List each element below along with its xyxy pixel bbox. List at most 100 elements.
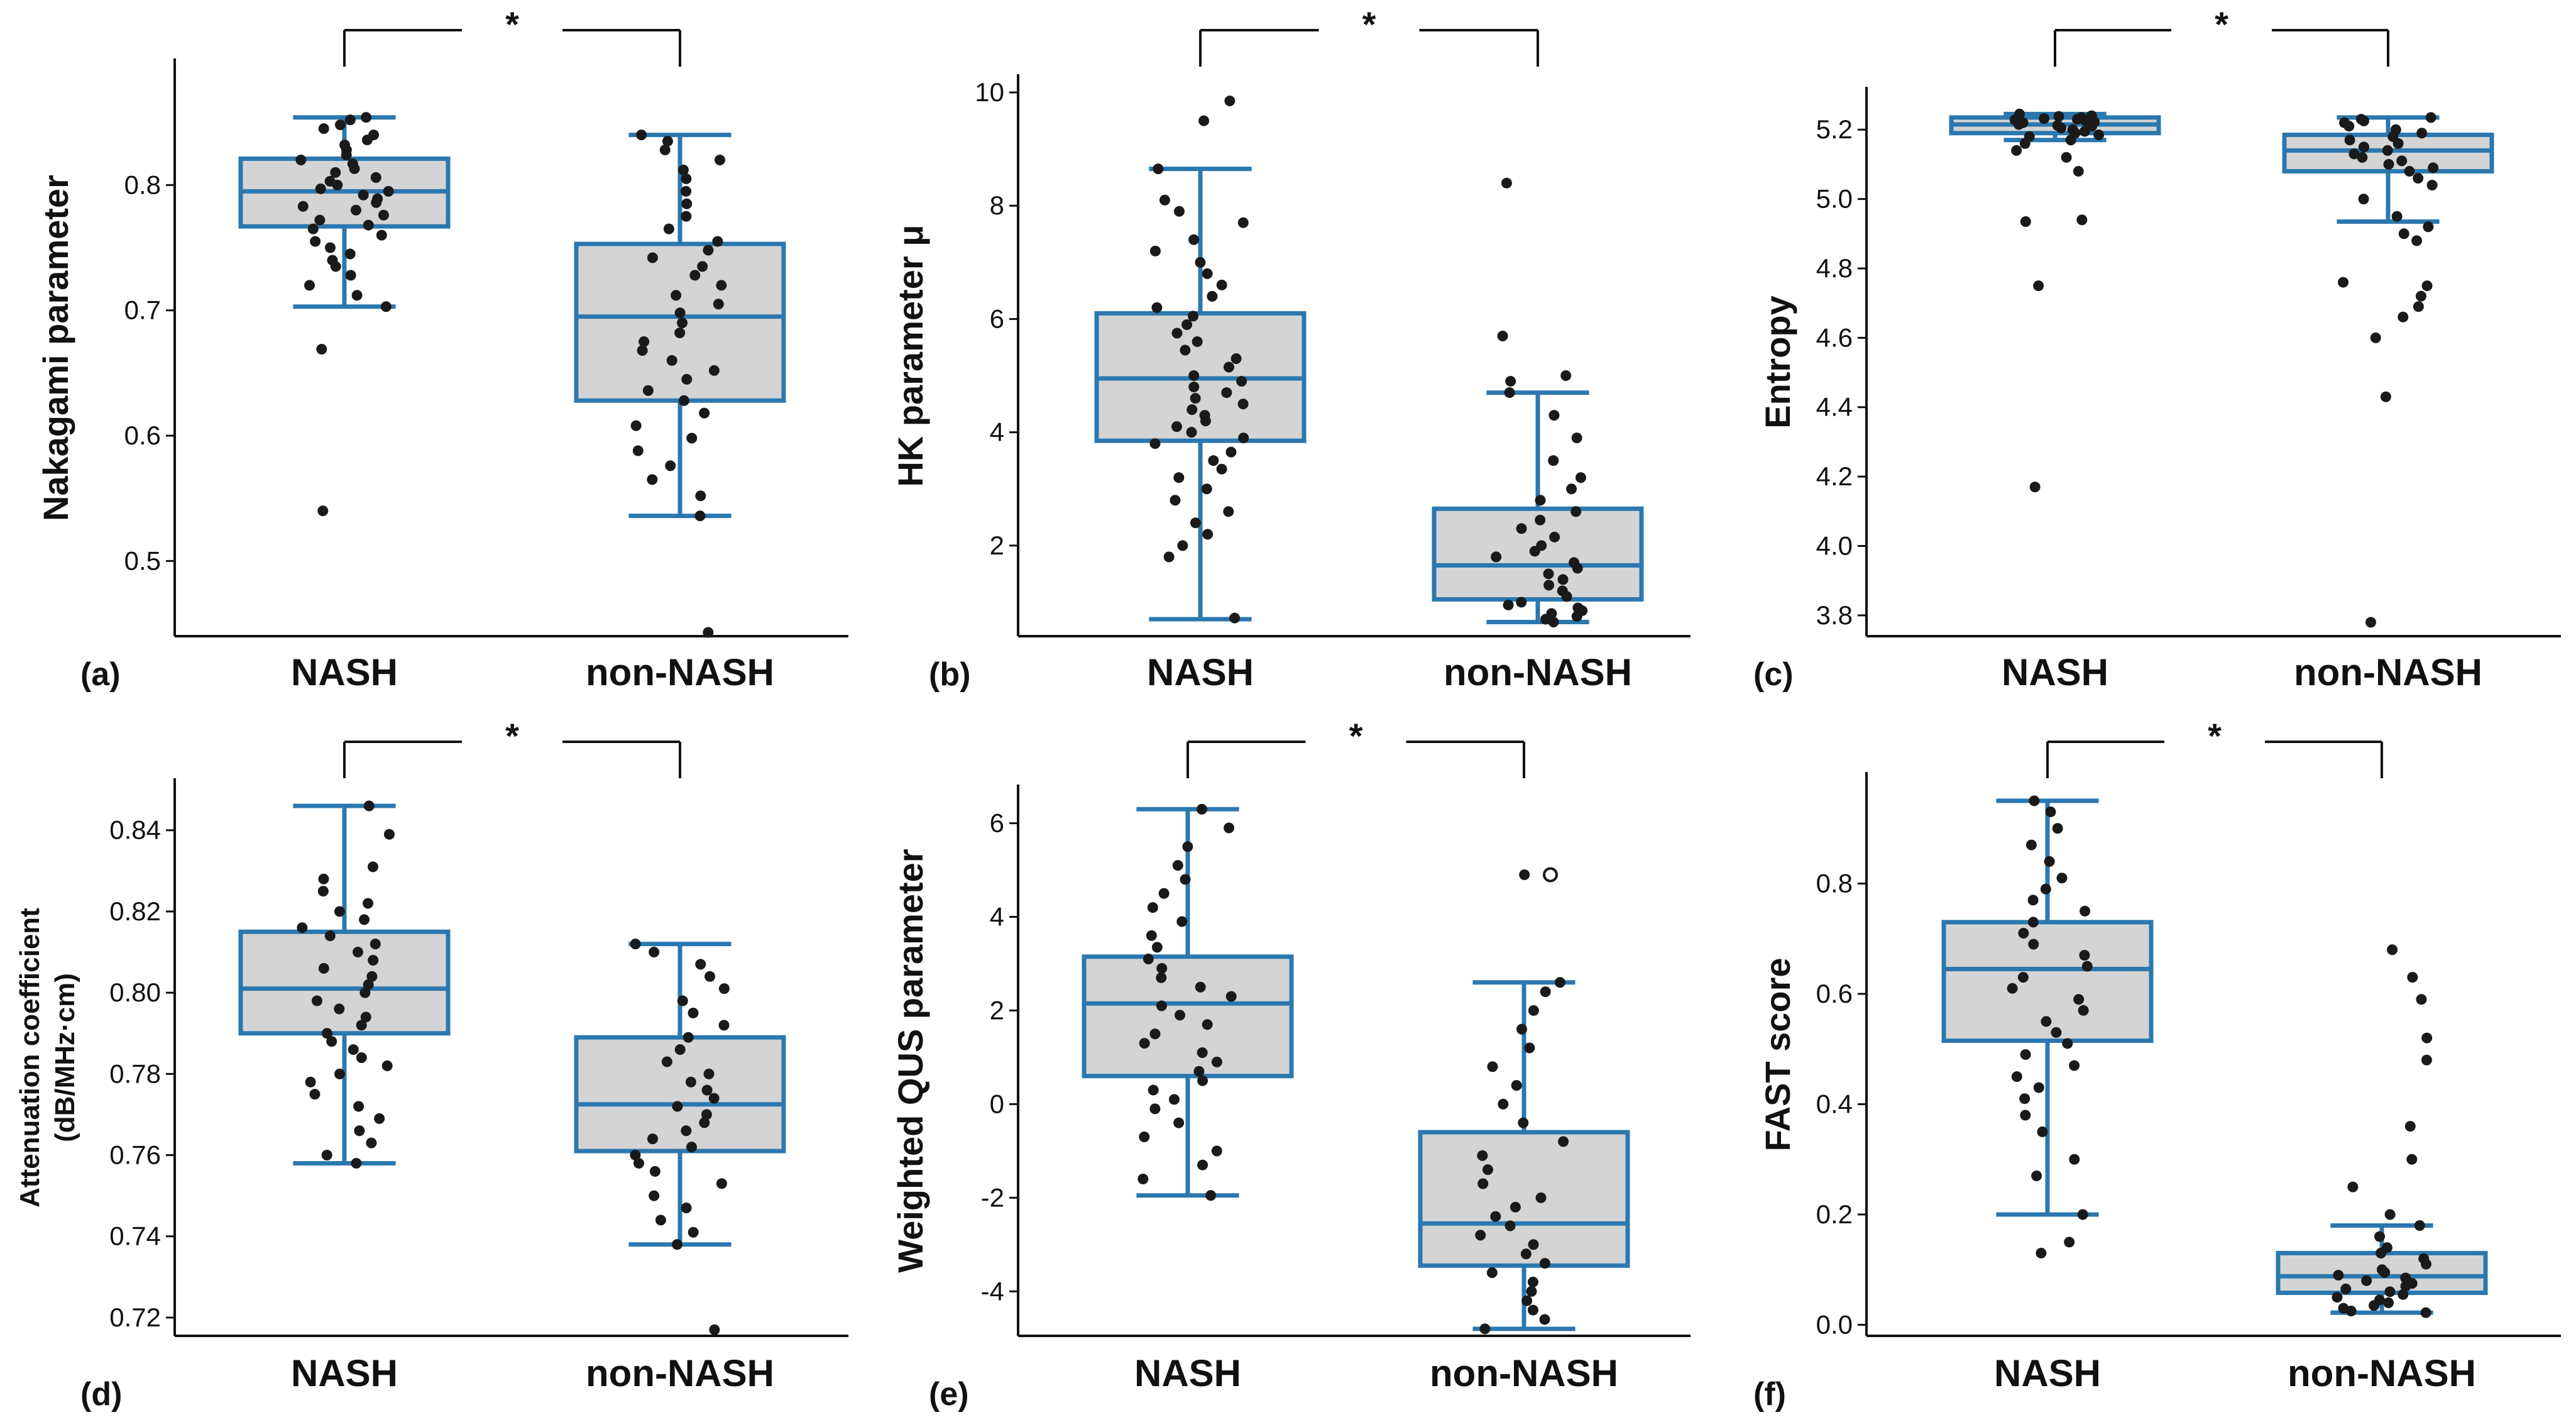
data-point — [2416, 994, 2427, 1005]
data-point — [2383, 1297, 2394, 1308]
significance-star: * — [2208, 716, 2222, 756]
category-label: NASH — [2002, 651, 2108, 693]
data-point — [344, 114, 356, 126]
data-point — [1195, 981, 1206, 993]
y-axis-title: FAST score — [1758, 957, 1797, 1151]
data-point — [295, 154, 307, 165]
y-tick-label: 2 — [990, 531, 1004, 560]
data-point — [1558, 1136, 1569, 1147]
y-tick-label: 4.0 — [1816, 531, 1853, 561]
data-point — [1180, 874, 1191, 885]
data-point — [2069, 1060, 2080, 1071]
data-point — [682, 1032, 694, 1043]
data-point — [2358, 194, 2369, 205]
data-point — [1197, 1159, 1209, 1171]
data-point — [321, 1150, 332, 1161]
data-point — [1151, 942, 1163, 953]
data-point — [681, 1203, 692, 1214]
data-point — [1575, 472, 1586, 483]
data-point — [2421, 1032, 2433, 1044]
data-point — [2332, 1292, 2343, 1303]
data-point — [1176, 916, 1188, 927]
data-point — [674, 307, 686, 319]
y-tick-label: 0.8 — [124, 170, 161, 199]
data-point — [1147, 902, 1158, 913]
outlier-point — [1543, 867, 1558, 883]
data-point — [2428, 162, 2439, 174]
data-point — [374, 1113, 385, 1124]
data-point — [2020, 216, 2031, 227]
data-point — [358, 189, 369, 201]
data-point — [1153, 163, 1164, 175]
data-point — [354, 1125, 365, 1137]
y-tick-label: 0.4 — [1816, 1089, 1853, 1118]
data-point — [2358, 141, 2369, 153]
data-point — [2338, 277, 2349, 288]
significance-bracket: * — [2046, 716, 2383, 778]
data-point — [1201, 483, 1212, 495]
data-point — [363, 800, 375, 812]
data-point — [1571, 433, 1582, 444]
data-point — [1519, 869, 1530, 880]
data-point — [2421, 280, 2433, 292]
data-point — [1491, 551, 1502, 563]
data-point — [714, 154, 725, 165]
data-point — [633, 1157, 644, 1169]
data-point — [2031, 1171, 2042, 1182]
data-point — [360, 1011, 371, 1023]
data-point — [1190, 393, 1201, 404]
data-point — [1527, 1304, 1538, 1316]
significance-bracket: * — [343, 4, 681, 67]
data-point — [713, 299, 724, 310]
y-axis-title: Entropy — [1758, 295, 1797, 429]
iqr-box — [238, 929, 451, 1036]
data-point — [681, 1125, 692, 1137]
data-point — [688, 1007, 699, 1018]
data-point — [649, 1165, 660, 1177]
y-tick-label: 5.2 — [1816, 114, 1853, 144]
data-point — [2052, 823, 2063, 834]
box-non-nash — [1432, 390, 1644, 624]
data-point — [1572, 563, 1583, 574]
data-point — [701, 1084, 713, 1096]
data-point — [2376, 1247, 2387, 1259]
data-point — [2065, 135, 2076, 146]
data-point — [2028, 939, 2039, 950]
data-point — [2040, 883, 2051, 895]
data-point — [2421, 1054, 2432, 1066]
data-point — [359, 914, 370, 925]
y-tick-label: 0.84 — [109, 815, 161, 845]
data-point — [2358, 115, 2369, 126]
data-point — [1181, 319, 1193, 330]
data-point — [1221, 387, 1232, 399]
data-point — [2029, 795, 2040, 807]
data-point — [1193, 1066, 1205, 1077]
data-point — [1208, 455, 1219, 466]
y-tick-label: 0.72 — [109, 1303, 161, 1332]
category-label: non-NASH — [586, 651, 774, 693]
data-point — [1225, 446, 1237, 458]
data-point — [695, 490, 706, 502]
data-point — [2037, 1126, 2048, 1137]
data-point — [1149, 1103, 1161, 1115]
data-point — [685, 1076, 696, 1088]
data-point — [2073, 994, 2085, 1005]
data-point — [321, 1028, 332, 1039]
data-point — [2025, 839, 2037, 851]
data-point — [636, 129, 647, 141]
y-tick-label: 0 — [990, 1089, 1004, 1118]
data-point — [2020, 1049, 2031, 1060]
data-point — [1173, 206, 1185, 217]
data-point — [2079, 950, 2090, 961]
data-point — [689, 270, 701, 281]
data-point — [1549, 531, 1560, 543]
data-point — [1188, 234, 1200, 245]
iqr-box — [574, 1035, 786, 1154]
data-point — [2396, 155, 2408, 167]
data-point — [699, 407, 710, 419]
data-point — [681, 211, 692, 222]
y-tick-label: 0.82 — [109, 896, 161, 926]
data-point — [1237, 399, 1249, 410]
data-point — [1156, 962, 1168, 974]
